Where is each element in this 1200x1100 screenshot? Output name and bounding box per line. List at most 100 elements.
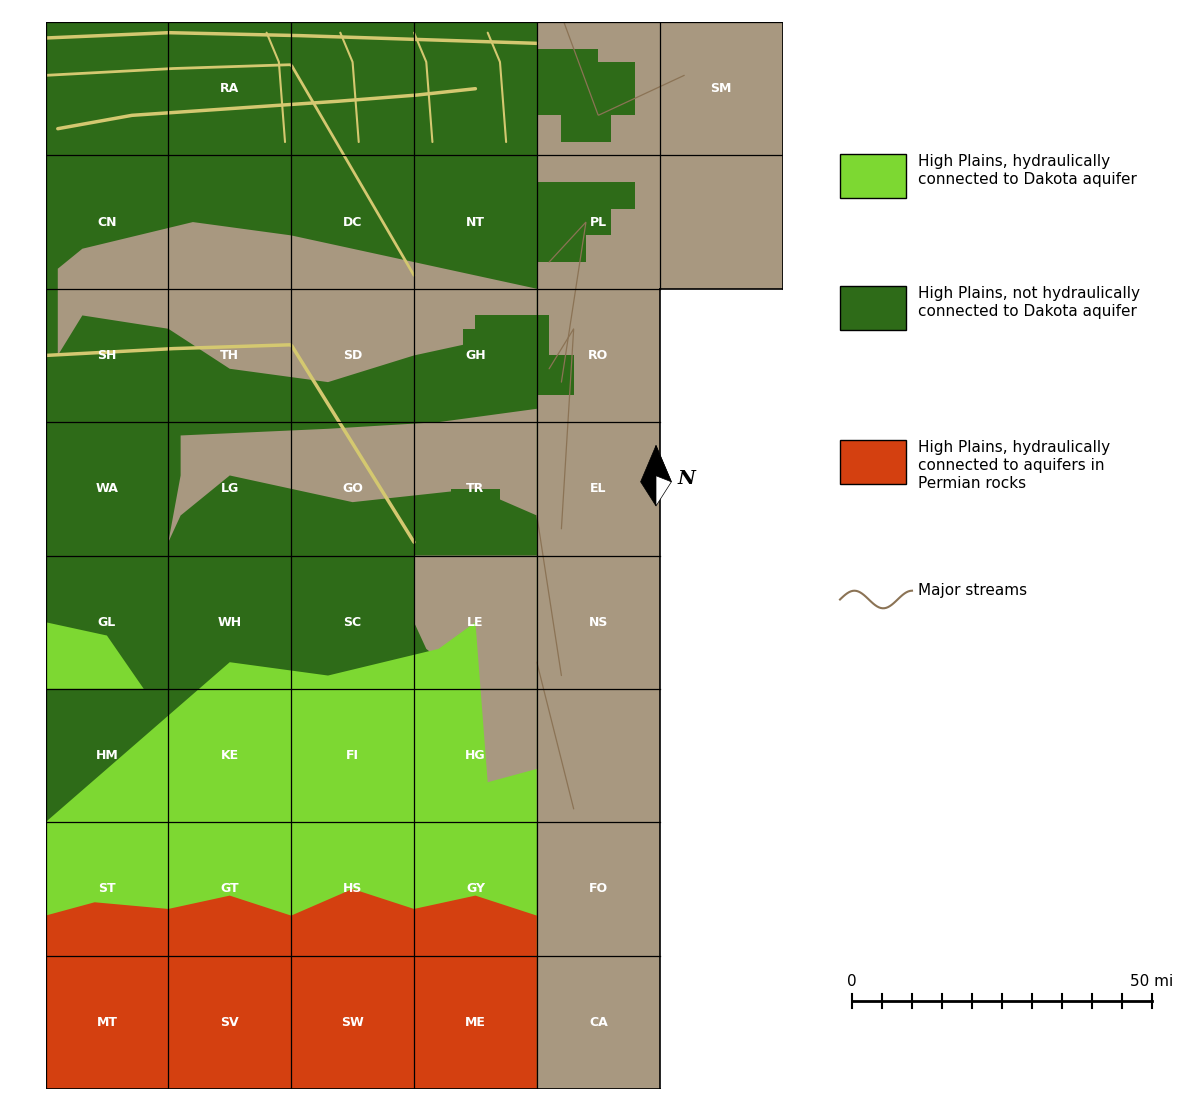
Text: TH: TH	[221, 349, 239, 362]
Polygon shape	[536, 182, 635, 209]
Text: WA: WA	[96, 482, 119, 495]
Bar	[840, 440, 906, 484]
Text: PL: PL	[589, 216, 607, 229]
Text: RO: RO	[588, 349, 608, 362]
Polygon shape	[46, 22, 168, 155]
Text: High Plains, not hydraulically: High Plains, not hydraulically	[918, 286, 1140, 301]
Polygon shape	[536, 956, 660, 1089]
Polygon shape	[168, 22, 292, 155]
Polygon shape	[414, 823, 536, 956]
Text: HG: HG	[466, 749, 486, 762]
Text: EL: EL	[590, 482, 606, 495]
Polygon shape	[414, 422, 536, 556]
Polygon shape	[292, 956, 414, 1089]
Polygon shape	[46, 556, 168, 689]
Polygon shape	[414, 956, 536, 1089]
Text: 0: 0	[847, 974, 857, 989]
Polygon shape	[414, 155, 536, 288]
Polygon shape	[292, 556, 414, 689]
Text: FI: FI	[346, 749, 359, 762]
Polygon shape	[536, 48, 599, 116]
Polygon shape	[46, 422, 168, 556]
Polygon shape	[292, 22, 414, 155]
Text: CN: CN	[97, 216, 116, 229]
Polygon shape	[168, 689, 292, 823]
Text: SH: SH	[97, 349, 116, 362]
Polygon shape	[168, 155, 292, 288]
Text: FO: FO	[589, 882, 608, 895]
Polygon shape	[168, 956, 292, 1089]
Polygon shape	[46, 956, 168, 1089]
Text: Permian rocks: Permian rocks	[918, 476, 1026, 492]
Polygon shape	[414, 22, 536, 155]
Polygon shape	[168, 288, 292, 422]
Text: DC: DC	[343, 216, 362, 229]
Polygon shape	[656, 446, 672, 482]
Polygon shape	[414, 556, 536, 689]
Text: High Plains, hydraulically: High Plains, hydraulically	[918, 440, 1110, 455]
Text: HS: HS	[343, 882, 362, 895]
Polygon shape	[536, 823, 660, 1089]
Polygon shape	[414, 556, 536, 689]
Polygon shape	[562, 102, 611, 142]
Text: LE: LE	[467, 616, 484, 629]
Polygon shape	[536, 823, 660, 956]
Bar	[840, 286, 906, 330]
Text: ST: ST	[98, 882, 115, 895]
Text: GL: GL	[97, 616, 116, 629]
Polygon shape	[656, 446, 672, 506]
Polygon shape	[168, 823, 292, 956]
Polygon shape	[46, 623, 144, 689]
Text: GH: GH	[466, 349, 486, 362]
Text: KE: KE	[221, 749, 239, 762]
Polygon shape	[536, 222, 586, 262]
Polygon shape	[536, 155, 660, 288]
Text: GO: GO	[342, 482, 364, 495]
Polygon shape	[414, 689, 536, 823]
Text: MT: MT	[96, 1015, 118, 1028]
Bar	[840, 154, 906, 198]
Text: Major streams: Major streams	[918, 583, 1027, 598]
Polygon shape	[46, 155, 168, 288]
Polygon shape	[550, 196, 611, 235]
Polygon shape	[46, 823, 168, 956]
Polygon shape	[641, 446, 656, 506]
Polygon shape	[168, 556, 292, 689]
Polygon shape	[414, 288, 536, 422]
Text: SC: SC	[343, 616, 361, 629]
Text: connected to Dakota aquifer: connected to Dakota aquifer	[918, 305, 1136, 319]
Polygon shape	[536, 288, 660, 422]
Text: GT: GT	[221, 882, 239, 895]
Polygon shape	[487, 355, 574, 395]
Text: LG: LG	[221, 482, 239, 495]
Polygon shape	[536, 689, 660, 823]
Polygon shape	[46, 689, 168, 823]
Polygon shape	[536, 22, 782, 288]
Text: ME: ME	[464, 1015, 486, 1028]
Polygon shape	[46, 288, 168, 422]
Polygon shape	[292, 288, 414, 422]
Polygon shape	[536, 288, 660, 1089]
Polygon shape	[292, 155, 414, 288]
Text: connected to aquifers in: connected to aquifers in	[918, 459, 1104, 473]
Text: SD: SD	[343, 349, 362, 362]
Polygon shape	[463, 329, 524, 355]
Polygon shape	[46, 623, 536, 956]
Text: SM: SM	[710, 82, 732, 96]
Text: High Plains, hydraulically: High Plains, hydraulically	[918, 154, 1110, 169]
Polygon shape	[58, 222, 536, 382]
Text: NS: NS	[588, 616, 608, 629]
Polygon shape	[536, 556, 660, 689]
Text: GY: GY	[466, 882, 485, 895]
Text: HM: HM	[96, 749, 119, 762]
Polygon shape	[500, 196, 562, 249]
Text: SV: SV	[221, 1015, 239, 1028]
Polygon shape	[414, 689, 536, 823]
Text: RA: RA	[220, 82, 239, 96]
Polygon shape	[660, 155, 782, 288]
Polygon shape	[536, 22, 660, 155]
Text: CA: CA	[589, 1015, 607, 1028]
Polygon shape	[660, 22, 782, 155]
Polygon shape	[168, 422, 292, 556]
Polygon shape	[562, 62, 635, 116]
